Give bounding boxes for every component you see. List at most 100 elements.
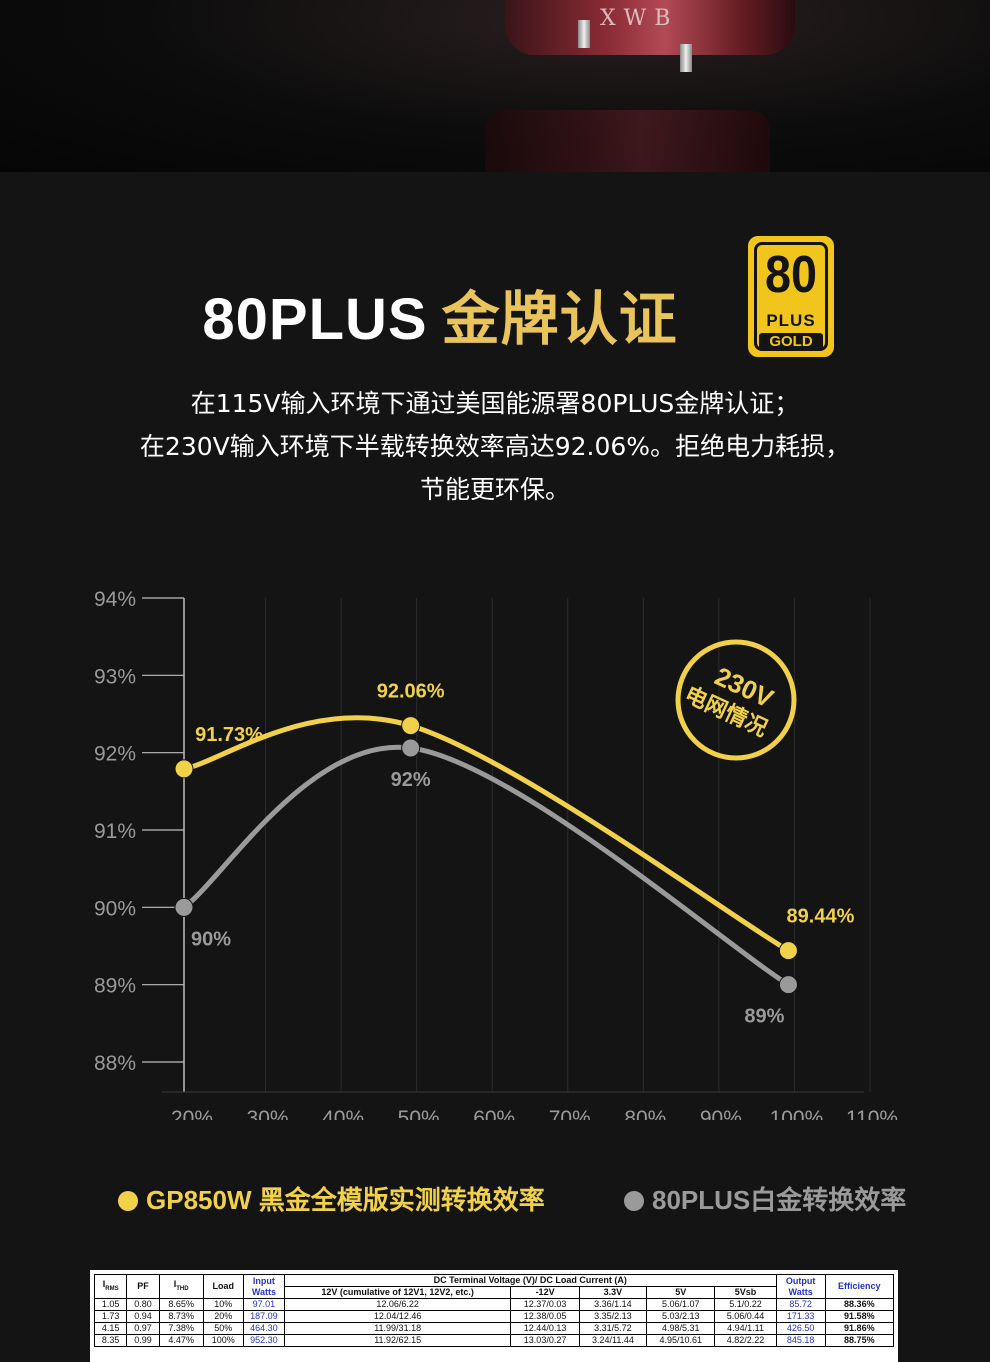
gp850w-point: [174, 759, 194, 779]
x-tick-label: 30%: [247, 1107, 289, 1120]
table-body: 1.05 0.80 8.65% 10% 97.01 12.06/6.22 12.37/0.0…: [93, 1298, 895, 1347]
y-tick-label: 94%: [94, 588, 136, 611]
x-tick-label: 70%: [549, 1107, 591, 1120]
table-cell: 50%: [202, 1322, 244, 1335]
table-cell: 20%: [202, 1310, 244, 1323]
80plus-data-label: 89%: [744, 1006, 784, 1028]
legend-label: GP850W 黑金全模版实测转换效率: [146, 1185, 545, 1215]
table-cell: 12.37/0.03: [510, 1298, 580, 1311]
efficiency-chart: 94% 93% 92% 91% 90% 89% 88% 20% 30% 40% 50% 60% 70%…: [94, 588, 898, 1120]
table-cell: 97.01: [242, 1298, 285, 1311]
80plus-point: [174, 897, 194, 917]
table-cell: 5.03/2.13: [646, 1310, 716, 1323]
header-efficiency: Efficiency: [824, 1274, 895, 1299]
table-cell: 7.38%: [158, 1322, 204, 1335]
header-3v3: 3.3V: [578, 1286, 648, 1299]
80plus-data-label: 90%: [191, 928, 231, 950]
title-part-2: 金牌认证: [441, 287, 678, 352]
table-cell: 12.06/6.22: [283, 1298, 512, 1311]
table-cell: 0.97: [126, 1322, 160, 1335]
table-subheader-row: 12V (cumulative of 12V1, 12V2, etc.) -12…: [95, 1286, 894, 1299]
x-tick-label: 110%: [846, 1107, 898, 1120]
x-tick-label: 90%: [700, 1107, 742, 1120]
table-cell: 464.30: [242, 1322, 285, 1335]
table-cell: 1.05: [93, 1298, 128, 1311]
spec-table: IRMS PF ITHD Load Input Watts DC Termina…: [93, 1274, 895, 1347]
table-cell: 0.80: [126, 1298, 160, 1311]
table-cell: 3.35/2.13: [578, 1310, 648, 1323]
header-output-watts: Output Watts: [775, 1274, 826, 1299]
legend-item-80plus: 80PLUS白金转换效率: [624, 1180, 906, 1217]
header-irms: IRMS: [93, 1274, 128, 1299]
80plus-series-line: [181, 744, 791, 988]
table-cell: 0.94: [126, 1310, 160, 1323]
gp850w-data-label: 91.73%: [195, 724, 263, 746]
capacitor-pin: [680, 44, 692, 72]
table-cell: 187.09: [242, 1310, 285, 1323]
legend-label: 80PLUS白金转换效率: [652, 1185, 907, 1215]
table-cell: 5.06/0.44: [714, 1310, 777, 1323]
description: 在115V输入环境下通过美国能源署80PLUS金牌认证； 在230V输入环境下半…: [0, 382, 990, 511]
series-layer: 90% 92% 89% 91.73% 92.06% 89.44%: [174, 681, 855, 1028]
badge-plus-text: PLUS: [766, 311, 816, 330]
table-cell: 8.65%: [158, 1298, 204, 1311]
x-tick-label: 80%: [624, 1107, 666, 1120]
table-cell: 3.31/5.72: [578, 1322, 648, 1335]
title-part-1: 80PLUS: [202, 287, 428, 352]
x-tick-label: 100%: [770, 1107, 824, 1120]
y-gridlines: [142, 597, 184, 1063]
table-cell: 91.58%: [824, 1310, 895, 1323]
y-tick-label: 88%: [94, 1052, 136, 1075]
table-cell: 3.24/11.44: [578, 1334, 648, 1347]
legend-dot-gray: [624, 1191, 644, 1211]
table-cell: 0.99: [126, 1334, 160, 1347]
table-row: 1.73 0.94 8.73% 20% 187.09 12.04/12.46 12.38/0…: [93, 1310, 895, 1323]
y-tick-label: 90%: [94, 897, 136, 920]
x-tick-label: 50%: [398, 1107, 440, 1120]
y-tick-labels: 94% 93% 92% 91% 90% 89% 88%: [94, 588, 136, 1075]
table-cell: 10%: [202, 1298, 244, 1311]
table-cell: 171.33: [775, 1310, 826, 1323]
table-cell: 8.35: [93, 1334, 128, 1347]
table-cell: 88.75%: [824, 1334, 895, 1347]
gp850w-series-line: [181, 715, 791, 954]
table-cell: 4.15: [93, 1322, 128, 1335]
y-tick-label: 89%: [94, 975, 136, 998]
header-minus-12v: -12V: [510, 1286, 580, 1299]
table-cell: 11.92/62.15: [283, 1334, 512, 1347]
table-cell: 11.99/31.18: [283, 1322, 512, 1335]
table-cell: 5.1/0.22: [714, 1298, 777, 1311]
description-line: 节能更环保。: [419, 475, 570, 504]
capacitor-image: [505, 0, 795, 55]
table-row: 4.15 0.97 7.38% 50% 464.30 11.99/31.18 12.44/0…: [93, 1322, 895, 1335]
table-cell: 845.18: [775, 1334, 826, 1347]
80plus-point: [778, 975, 798, 995]
header-load: Load: [202, 1274, 244, 1299]
table-header-row: IRMS PF ITHD Load Input Watts DC Termina…: [93, 1274, 895, 1299]
x-tick-label: 20%: [171, 1107, 213, 1120]
legend-dot-yellow: [118, 1191, 138, 1211]
table-cell: 4.94/1.11: [714, 1322, 777, 1335]
table-cell: 952.30: [242, 1334, 285, 1347]
table-cell: 4.95/10.61: [646, 1334, 716, 1347]
table-cell: 12.04/12.46: [283, 1310, 512, 1323]
y-tick-label: 91%: [94, 820, 136, 843]
table-row: 1.05 0.80 8.65% 10% 97.01 12.06/6.22 12.37/0.0…: [93, 1298, 895, 1311]
table-cell: 13.03/0.27: [510, 1334, 580, 1347]
stamp-circle: [675, 639, 797, 761]
y-tick-label: 92%: [94, 743, 136, 766]
table-cell: 8.73%: [158, 1310, 204, 1323]
gp850w-data-label: 89.44%: [787, 906, 855, 928]
legend-item-gp850w: GP850W 黑金全模版实测转换效率: [118, 1180, 545, 1217]
x-tick-label: 40%: [322, 1107, 364, 1120]
description-line: 在115V输入环境下通过美国能源署80PLUS金牌认证；: [190, 389, 800, 418]
table-cell: 426.50: [775, 1322, 826, 1335]
gp850w-data-label: 92.06%: [377, 681, 445, 703]
stamp-230v: 230V 电网情况: [675, 639, 797, 761]
y-tick-label: 93%: [94, 665, 136, 688]
header-pf: PF: [126, 1274, 160, 1299]
capacitor-reflection: [485, 110, 770, 172]
x-tick-labels: 20% 30% 40% 50% 60% 70% 80% 90% 100% 110%: [171, 1107, 898, 1120]
header-dc-terminal: DC Terminal Voltage (V)/ DC Load Current…: [283, 1274, 777, 1287]
header-input-watts: Input Watts: [242, 1274, 285, 1299]
